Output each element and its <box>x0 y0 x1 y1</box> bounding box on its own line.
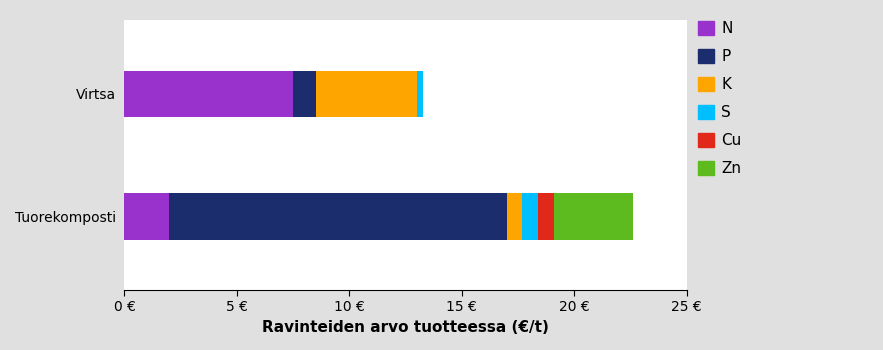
Bar <box>554 193 632 240</box>
Bar <box>315 71 417 117</box>
Legend: N, P, K, S, Cu, Zn: N, P, K, S, Cu, Zn <box>692 15 748 183</box>
X-axis label: Ravinteiden arvo tuotteessa (€/t): Ravinteiden arvo tuotteessa (€/t) <box>262 320 549 335</box>
Bar <box>538 193 554 240</box>
Bar <box>125 71 293 117</box>
Bar <box>523 193 538 240</box>
Bar <box>417 71 424 117</box>
Bar <box>293 71 315 117</box>
Bar <box>125 193 170 240</box>
Bar <box>170 193 507 240</box>
Bar <box>507 193 523 240</box>
